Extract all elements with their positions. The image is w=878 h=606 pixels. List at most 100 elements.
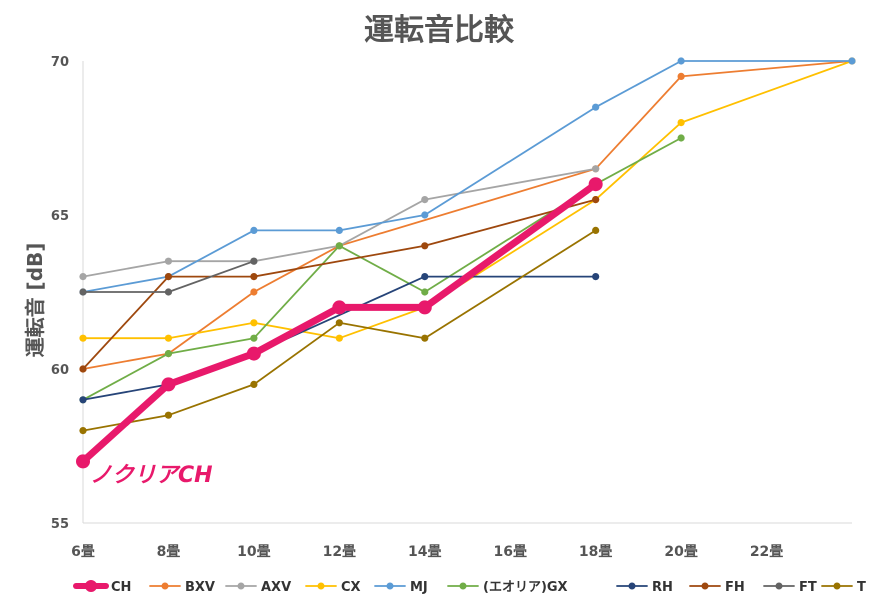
legend-item: AXV xyxy=(225,580,291,595)
data-point xyxy=(592,196,600,204)
legend-label: RH xyxy=(652,580,673,595)
data-point xyxy=(250,226,258,234)
data-point xyxy=(421,288,429,296)
legend-item: T xyxy=(821,580,866,595)
legend-label: AXV xyxy=(261,580,291,595)
x-tick-label: 6畳 xyxy=(71,544,95,560)
legend-label: (エオリア)GX xyxy=(483,580,568,595)
data-point xyxy=(335,334,343,342)
data-point xyxy=(164,288,173,296)
data-point xyxy=(250,334,258,342)
legend-item: BXV xyxy=(149,580,215,595)
series-CH xyxy=(76,177,603,469)
series-layer xyxy=(76,57,856,469)
data-point xyxy=(79,334,87,342)
data-point xyxy=(250,273,258,281)
y-tick-label: 70 xyxy=(51,55,69,70)
series-CX xyxy=(79,57,856,342)
legend-item: RH xyxy=(616,580,673,595)
legend-item: CX xyxy=(305,580,361,595)
legend: CH BXV AXV CX MJ (エオリア)GX RH FH FT T xyxy=(73,580,866,595)
data-point xyxy=(164,334,173,342)
legend-item: MJ xyxy=(374,580,428,595)
y-tick-label: 65 xyxy=(51,209,69,224)
legend-item: (エオリア)GX xyxy=(447,580,568,595)
series-line xyxy=(82,198,597,370)
data-point xyxy=(677,119,685,127)
data-point xyxy=(677,134,685,142)
data-point xyxy=(421,196,429,204)
y-tick-label: 55 xyxy=(51,517,69,532)
data-point xyxy=(335,226,343,234)
series-(エオリア)GX xyxy=(79,134,685,404)
x-tick-label: 14畳 xyxy=(408,544,441,560)
series-line xyxy=(82,60,853,293)
data-point xyxy=(79,396,87,404)
series-FH xyxy=(79,196,600,373)
data-point xyxy=(335,319,343,327)
legend-marker xyxy=(317,582,325,590)
series-line xyxy=(82,167,597,278)
legend-label: CX xyxy=(341,580,361,595)
legend-marker xyxy=(161,582,169,590)
series-line xyxy=(79,180,600,465)
series-FT xyxy=(79,257,258,296)
data-point xyxy=(848,57,856,65)
y-axis-label: 運転音 [dB] xyxy=(23,243,47,358)
data-point xyxy=(246,346,261,361)
data-point xyxy=(250,380,258,388)
series-line xyxy=(82,60,853,340)
legend-label: CH xyxy=(111,580,131,595)
legend-marker xyxy=(237,582,245,590)
data-point xyxy=(592,103,600,111)
x-tick-label: 20畳 xyxy=(664,544,697,560)
legend-item: FT xyxy=(763,580,817,595)
legend-label: FH xyxy=(725,580,745,595)
chart-annotation: ノクリアCH xyxy=(90,463,213,488)
series-AXV xyxy=(79,165,600,281)
series-line xyxy=(82,229,597,432)
legend-label: T xyxy=(857,580,866,595)
data-point xyxy=(592,273,600,281)
data-point xyxy=(164,257,173,265)
data-point xyxy=(250,319,258,327)
data-point xyxy=(79,273,87,281)
data-point xyxy=(250,257,258,265)
legend-item: FH xyxy=(689,580,745,595)
data-point xyxy=(335,242,343,250)
legend-marker xyxy=(628,582,636,590)
data-point xyxy=(161,377,176,392)
series-T xyxy=(79,226,600,435)
data-point xyxy=(421,273,429,281)
legend-marker xyxy=(459,582,467,590)
data-point xyxy=(421,242,429,250)
axes: 55 60 65 70 6畳 8畳 10畳 12畳 14畳 16畳 18畳 20畳 22畳 xyxy=(51,55,852,560)
data-point xyxy=(592,165,600,173)
series-line xyxy=(82,137,683,401)
data-point xyxy=(677,57,685,65)
data-point xyxy=(588,177,603,192)
legend-label: BXV xyxy=(185,580,215,595)
chart-title: 運転音比較 xyxy=(364,13,515,48)
data-point xyxy=(79,427,87,435)
data-point xyxy=(164,273,173,281)
data-point xyxy=(332,300,347,315)
series-MJ xyxy=(79,57,856,296)
data-point xyxy=(79,365,87,373)
data-point xyxy=(421,211,429,219)
x-tick-label: 8畳 xyxy=(157,544,181,560)
legend-marker xyxy=(85,580,97,592)
data-point xyxy=(250,288,258,296)
data-point xyxy=(76,454,90,469)
legend-item: CH xyxy=(73,580,131,595)
series-BXV xyxy=(79,57,856,373)
x-tick-label: 16畳 xyxy=(493,544,526,560)
x-tick-label: 18畳 xyxy=(579,544,612,560)
legend-marker xyxy=(775,582,783,590)
data-point xyxy=(164,350,173,358)
data-point xyxy=(592,226,600,234)
legend-label: MJ xyxy=(410,580,428,595)
data-point xyxy=(417,300,432,315)
legend-marker xyxy=(833,582,841,590)
